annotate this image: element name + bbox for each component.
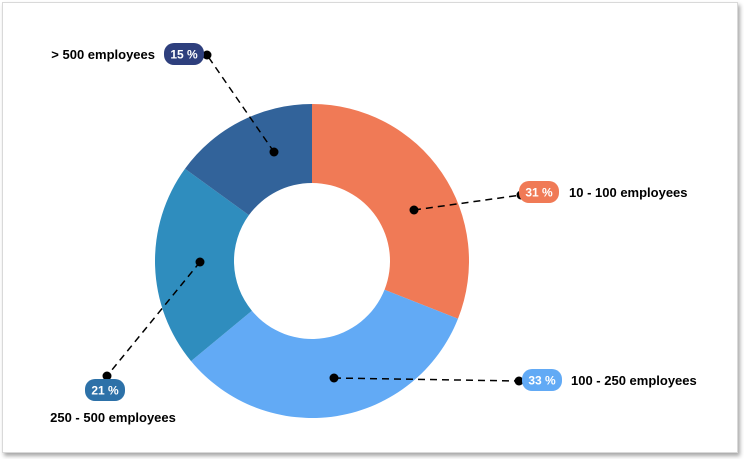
value-pill-2: [522, 369, 562, 391]
leader-line-4: [206, 54, 275, 153]
leader-dot-1: [409, 205, 419, 215]
leader-dot-3: [195, 257, 205, 267]
leader-end-dot-4: [202, 50, 212, 60]
slice-2: [191, 289, 458, 419]
leader-dot-2: [329, 373, 339, 383]
leader-end-dot-2: [514, 376, 524, 386]
category-label-1: 10 - 100 employees: [569, 185, 688, 200]
value-label-1: 31 %: [525, 186, 553, 200]
value-pill-3: [85, 379, 125, 401]
value-pill-1: [519, 181, 559, 203]
leader-dot-4: [269, 147, 279, 157]
slice-1: [312, 104, 469, 319]
slice-3: [154, 168, 252, 362]
category-label-4: > 500 employees: [51, 47, 155, 62]
leader-line-2: [333, 377, 520, 382]
leader-end-dot-3: [102, 371, 112, 381]
value-pill-4: [164, 43, 204, 65]
value-label-4: 15 %: [170, 48, 198, 62]
slice-4: [184, 104, 312, 216]
value-label-3: 21 %: [91, 384, 119, 398]
leader-line-1: [413, 194, 522, 211]
leader-line-3: [106, 261, 201, 377]
category-label-2: 100 - 250 employees: [571, 373, 697, 388]
donut-chart: 31 % 10 - 100 employees 33 % 100 - 250 empl…: [50, 43, 697, 425]
value-label-2: 33 %: [528, 374, 556, 388]
category-label-3: 250 - 500 employees: [50, 410, 176, 425]
chart-frame: 31 % 10 - 100 employees 33 % 100 - 250 empl…: [2, 2, 738, 453]
